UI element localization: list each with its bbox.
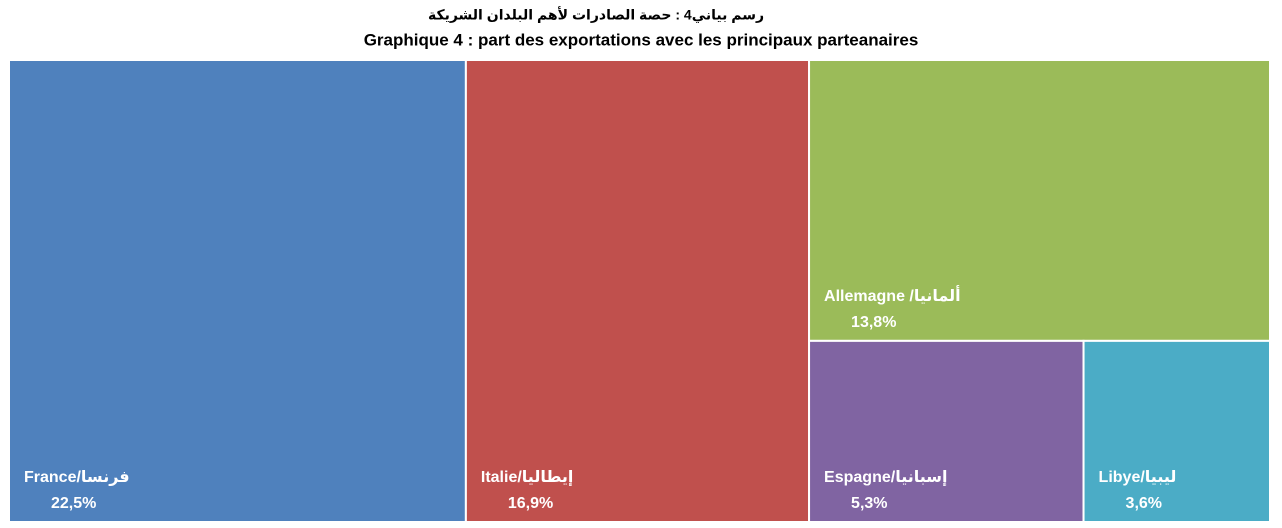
tile-value: 3,6% bbox=[1126, 495, 1162, 512]
tile-label: Libye/ليبيا bbox=[1099, 469, 1177, 486]
treemap-tile bbox=[808, 339, 1085, 523]
treemap-tile bbox=[464, 59, 811, 523]
tile-label: France/فرنسا bbox=[24, 469, 130, 486]
tile-value: 5,3% bbox=[851, 495, 887, 512]
chart-subtitle: Graphique 4 : part des exportations avec… bbox=[364, 30, 919, 49]
treemap-tile bbox=[808, 59, 1271, 342]
treemap-tile bbox=[1082, 339, 1272, 523]
chart-title: رسم بياني4 : حصة الصادرات لأهم البلدان ا… bbox=[428, 7, 764, 24]
tile-value: 13,8% bbox=[851, 314, 896, 331]
tile-value: 22,5% bbox=[51, 495, 96, 512]
tile-label: Allemagne /ألمانيا bbox=[824, 285, 961, 305]
tile-label: Italie/إيطاليا bbox=[481, 469, 574, 486]
tile-label: Espagne/إسبانيا bbox=[824, 469, 947, 486]
tile-value: 16,9% bbox=[508, 495, 553, 512]
treemap-tile bbox=[8, 59, 467, 523]
